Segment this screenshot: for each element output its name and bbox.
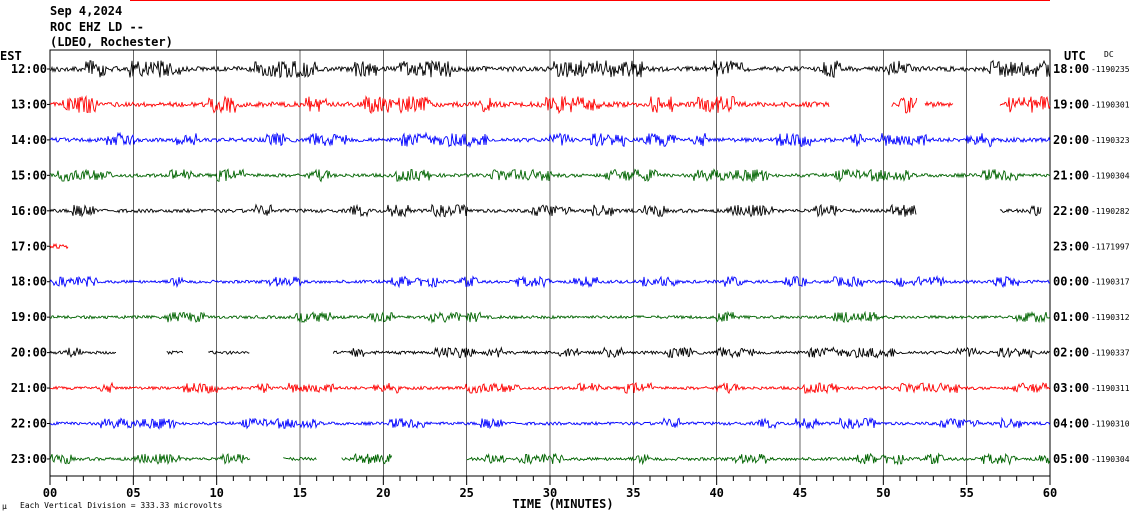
seismic-trace-segment [208, 350, 250, 355]
dc-offset-label: -1190317 [1091, 278, 1130, 287]
est-hour-label: 16:00 [11, 204, 47, 218]
est-hour-label: 14:00 [11, 133, 47, 147]
dc-offset-label: -1171997 [1091, 242, 1130, 251]
seismic-trace-segment [999, 205, 1042, 217]
x-tick-label: 30 [543, 486, 557, 500]
seismic-trace-segment [891, 97, 918, 114]
x-tick-label: 55 [959, 486, 973, 500]
header-date: Sep 4,2024 [50, 4, 122, 18]
seismic-trace-segment [49, 242, 69, 250]
x-tick-label: 50 [876, 486, 890, 500]
utc-hour-label: 04:00 [1053, 417, 1089, 431]
utc-hour-label: 21:00 [1053, 168, 1089, 182]
x-tick-label: 15 [293, 486, 307, 500]
corner-mark: μ [2, 502, 7, 511]
seismic-trace-segment [283, 456, 317, 462]
seismic-trace-segment [341, 452, 393, 465]
utc-hour-label: 03:00 [1053, 381, 1089, 395]
dc-offset-label: -1190323 [1091, 136, 1130, 145]
x-tick-label: 45 [793, 486, 807, 500]
right-zone-label: UTC [1064, 49, 1086, 63]
utc-hour-label: 19:00 [1053, 97, 1089, 111]
dc-offset-label: -1190310 [1091, 420, 1130, 429]
seismic-trace-segment [49, 59, 1051, 79]
seismic-trace-segment [49, 416, 1051, 430]
utc-hour-label: 22:00 [1053, 204, 1089, 218]
dc-offset-label: -1190337 [1091, 349, 1130, 358]
utc-hour-label: 00:00 [1053, 275, 1089, 289]
utc-hour-label: 02:00 [1053, 346, 1089, 360]
dc-offset-label: -1190312 [1091, 313, 1130, 322]
x-tick-label: 20 [376, 486, 390, 500]
utc-hour-label: 18:00 [1053, 62, 1089, 76]
x-tick-label: 35 [626, 486, 640, 500]
seismic-trace-segment [166, 350, 184, 355]
dc-offset-label: -1190301 [1091, 100, 1130, 109]
seismic-trace-segment [466, 452, 1051, 466]
utc-hour-label: 23:00 [1053, 239, 1089, 253]
est-hour-label: 17:00 [11, 239, 47, 253]
seismic-trace-segment [49, 381, 1051, 395]
seismic-trace-segment [49, 453, 251, 465]
seismic-trace-segment [999, 95, 1051, 113]
seismic-trace-segment [49, 203, 917, 218]
dc-offset-label: -1190311 [1091, 384, 1130, 393]
est-hour-label: 12:00 [11, 62, 47, 76]
seismic-trace-segment [49, 131, 1051, 148]
seismic-trace-segment [49, 310, 1051, 324]
utc-hour-label: 20:00 [1053, 133, 1089, 147]
est-hour-label: 15:00 [11, 168, 47, 182]
trace-group [49, 59, 1051, 466]
seismic-trace-segment [49, 274, 1051, 289]
x-tick-label: 00 [43, 486, 57, 500]
dc-header-label: DC [1104, 50, 1114, 59]
est-hour-label: 23:00 [11, 452, 47, 466]
est-hour-label: 22:00 [11, 417, 47, 431]
dc-offset-label: -1190282 [1091, 207, 1130, 216]
seismic-trace-segment [924, 100, 954, 109]
seismic-trace-segment [49, 347, 117, 358]
est-hour-label: 21:00 [11, 381, 47, 395]
footer-note: Each Vertical Division = 333.33 microvol… [20, 501, 222, 510]
dc-offset-label: -1190235 [1091, 65, 1130, 74]
utc-hour-label: 01:00 [1053, 310, 1089, 324]
x-tick-label: 05 [126, 486, 140, 500]
x-tick-label: 10 [209, 486, 223, 500]
x-tick-labels: 00 05 10 15 20 25 30 35 40 45 50 55 60 [43, 486, 1057, 500]
x-tick-label: 60 [1043, 486, 1057, 500]
dc-offset-label: -1190304 [1091, 171, 1130, 180]
dc-offset-label: -1190304 [1091, 455, 1130, 464]
header-location: (LDEO, Rochester) [50, 35, 173, 49]
x-tick-label: 25 [459, 486, 473, 500]
header-station: ROC EHZ LD -- [50, 20, 144, 34]
x-axis-label: TIME (MINUTES) [512, 497, 613, 511]
grid-lines [49, 49, 1051, 485]
est-hour-label: 18:00 [11, 275, 47, 289]
seismic-trace-segment [49, 168, 1051, 183]
est-hour-label: 13:00 [11, 97, 47, 111]
x-tick-label: 40 [709, 486, 723, 500]
est-hour-label: 19:00 [11, 310, 47, 324]
seismic-trace-segment [332, 346, 1050, 359]
seismic-trace-segment [49, 95, 830, 115]
left-zone-label: EST [0, 49, 22, 63]
utc-hour-label: 05:00 [1053, 452, 1089, 466]
est-hour-label: 20:00 [11, 346, 47, 360]
